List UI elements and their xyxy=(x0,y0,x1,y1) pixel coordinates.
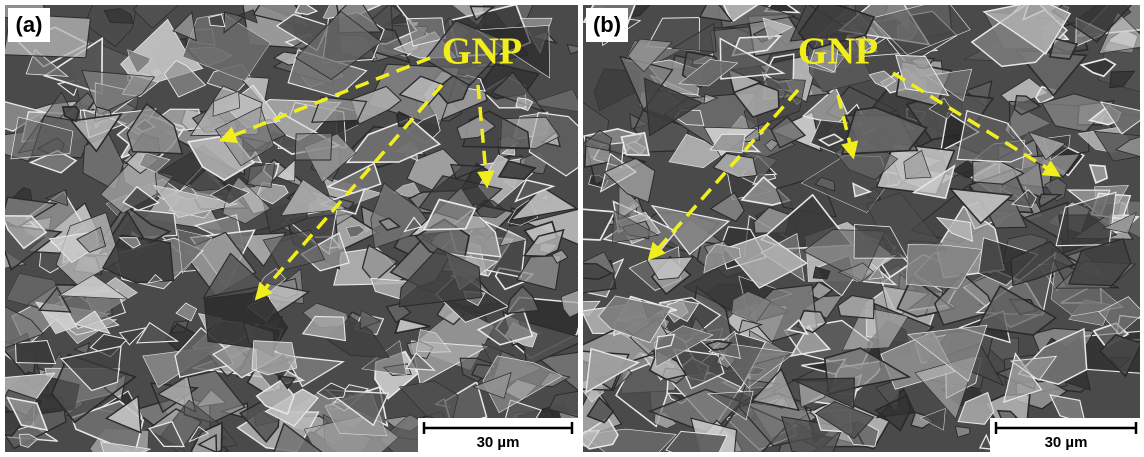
panel-label: (a) xyxy=(16,12,43,37)
flake xyxy=(622,133,650,155)
flake xyxy=(295,133,332,160)
scale-bar-label: 30 µm xyxy=(477,434,520,451)
panel-label: (b) xyxy=(593,12,621,37)
annotation: GNP xyxy=(442,31,522,73)
annotation: GNP xyxy=(798,31,878,73)
flake xyxy=(252,341,297,375)
figure: (a) GNP 30 µm (b) GNP 30 µm xyxy=(0,0,1144,457)
scale-bar-label: 30 µm xyxy=(1045,434,1088,451)
flake xyxy=(248,164,275,188)
